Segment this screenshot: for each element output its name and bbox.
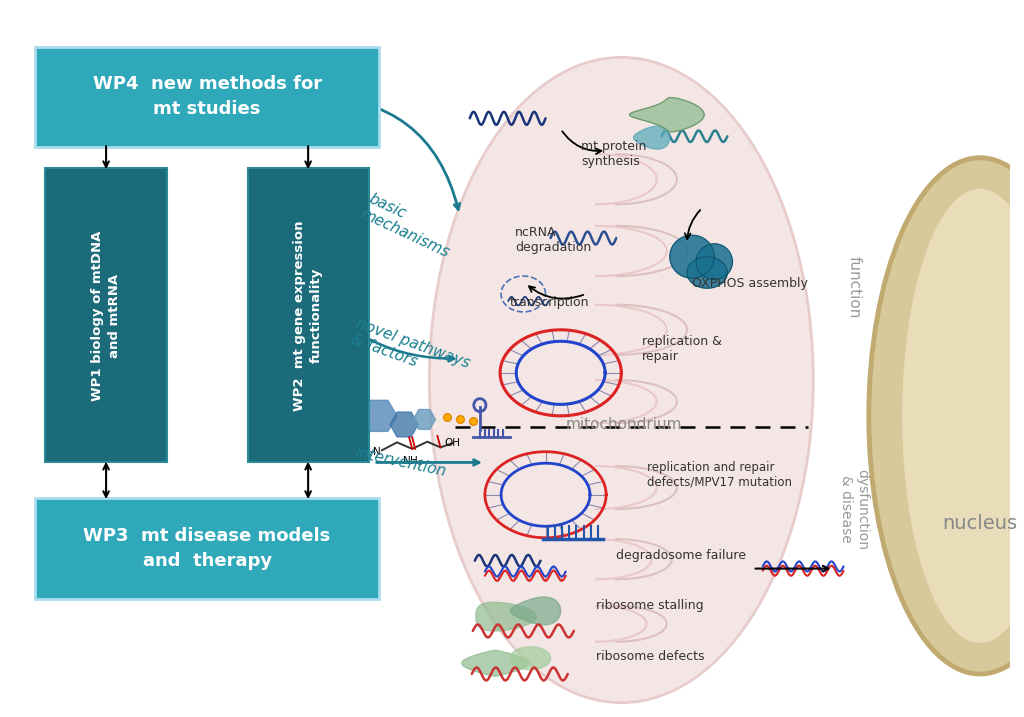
Text: degradosome failure: degradosome failure [616, 549, 746, 562]
Polygon shape [634, 126, 670, 149]
Text: intervention: intervention [353, 445, 447, 480]
FancyBboxPatch shape [45, 168, 167, 462]
Text: nucleus: nucleus [942, 514, 1018, 533]
Polygon shape [390, 412, 418, 437]
Text: mitochondrium: mitochondrium [566, 417, 683, 432]
Ellipse shape [429, 57, 813, 703]
Polygon shape [476, 602, 537, 631]
FancyBboxPatch shape [248, 168, 369, 462]
FancyBboxPatch shape [36, 498, 379, 599]
Text: ribosome defects: ribosome defects [596, 650, 705, 663]
Text: function: function [846, 256, 861, 318]
Text: mt protein
synthesis: mt protein synthesis [581, 140, 646, 168]
Text: WP1 biology of mtDNA
and mtRNA: WP1 biology of mtDNA and mtRNA [91, 230, 121, 401]
Text: basic
mechanisms: basic mechanisms [358, 191, 460, 261]
Text: ncRNA
degradation: ncRNA degradation [515, 226, 592, 255]
Polygon shape [360, 400, 397, 432]
Text: ribosome stalling: ribosome stalling [596, 599, 703, 612]
Text: OXPHOS assembly: OXPHOS assembly [692, 277, 808, 290]
Text: WP4  new methods for
mt studies: WP4 new methods for mt studies [92, 75, 322, 118]
Ellipse shape [902, 189, 1024, 643]
Text: novel pathways
& factors: novel pathways & factors [348, 315, 472, 387]
Text: dysfunction
& disease: dysfunction & disease [839, 469, 868, 549]
Polygon shape [696, 244, 732, 280]
Text: WP2  mt gene expression
functionality: WP2 mt gene expression functionality [293, 220, 324, 411]
Text: $\mathregular{NH_2}$: $\mathregular{NH_2}$ [402, 455, 424, 468]
Text: $\mathregular{H_2N}$: $\mathregular{H_2N}$ [359, 445, 381, 459]
Text: replication and repair
defects/MPV17 mutation: replication and repair defects/MPV17 mut… [646, 460, 792, 489]
Polygon shape [510, 597, 561, 625]
Ellipse shape [868, 158, 1024, 674]
Polygon shape [510, 647, 551, 670]
Text: transcription: transcription [510, 296, 590, 309]
FancyBboxPatch shape [36, 47, 379, 147]
Polygon shape [687, 257, 727, 288]
Text: OH: OH [444, 438, 461, 448]
Polygon shape [414, 409, 435, 429]
Text: replication &
repair: replication & repair [641, 335, 721, 364]
Polygon shape [670, 235, 715, 278]
Text: WP3  mt disease models
and  therapy: WP3 mt disease models and therapy [84, 527, 331, 570]
Polygon shape [630, 98, 705, 132]
Polygon shape [462, 650, 528, 676]
